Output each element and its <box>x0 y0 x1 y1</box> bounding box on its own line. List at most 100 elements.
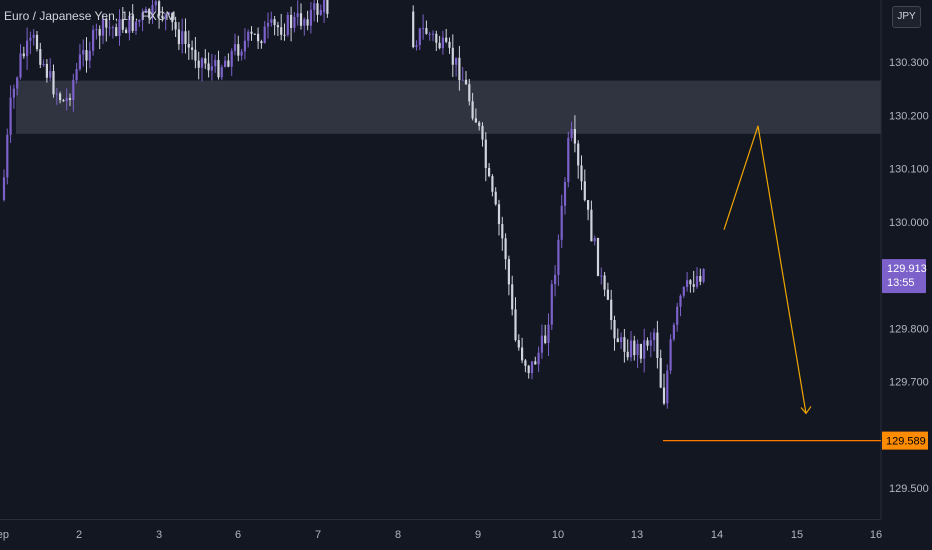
candle-body <box>494 191 497 205</box>
candle-body <box>682 287 685 296</box>
candle-body <box>72 80 75 101</box>
candle-body <box>425 28 428 34</box>
candle-body <box>42 63 45 65</box>
candle-body <box>181 31 184 45</box>
candle-body <box>583 181 586 201</box>
candle-body <box>600 275 603 277</box>
symbol-title: Euro / Japanese Yen, 1h, FXCM <box>4 9 176 23</box>
projection-group <box>723 125 812 415</box>
currency-button[interactable]: JPY <box>892 6 921 28</box>
candle-body <box>92 29 95 51</box>
candle-body <box>240 51 243 56</box>
support-price-label-bg <box>882 431 928 450</box>
candle-body <box>471 101 474 119</box>
candle-body <box>672 324 675 340</box>
candle-body <box>290 14 293 28</box>
candle-body <box>554 274 557 285</box>
axis-lines <box>0 0 882 520</box>
time-axis[interactable]: ep 2 3 6 7 8 9 10 13 14 15 16 <box>0 529 882 541</box>
candle-body <box>679 295 682 307</box>
price-tick-label: 130.000 <box>889 217 929 229</box>
candle-body <box>293 16 296 28</box>
candle-body <box>263 26 266 44</box>
candle-body <box>59 93 62 101</box>
price-tick-label: 129.500 <box>889 483 929 495</box>
candle-body <box>39 49 42 65</box>
candle-body <box>141 12 144 21</box>
candle-body <box>55 93 58 95</box>
candle-body <box>247 31 250 41</box>
candle-body <box>111 27 114 29</box>
candle-body <box>276 25 279 28</box>
candle-body <box>550 284 553 325</box>
candle-body <box>266 22 270 27</box>
candle-body <box>161 15 164 18</box>
time-tick-label: 9 <box>475 529 481 541</box>
candle-body <box>435 33 438 43</box>
projection-path[interactable] <box>723 125 807 414</box>
time-tick-label: ep <box>0 529 9 541</box>
candle-body <box>478 122 481 126</box>
candle-body <box>431 33 435 35</box>
candle-body <box>511 284 514 310</box>
candle-body <box>603 275 606 290</box>
candle-body <box>474 118 477 123</box>
time-tick-label: 13 <box>631 529 643 541</box>
candle-body <box>237 44 240 56</box>
candle-body <box>636 343 639 356</box>
candles-group <box>2 0 705 409</box>
candle-body <box>646 340 649 346</box>
current-price-value: 129.913 <box>887 263 927 275</box>
candle-body <box>144 9 147 13</box>
candle-body <box>418 28 421 46</box>
candle-body <box>154 1 157 6</box>
candle-body <box>544 335 547 343</box>
candle-body <box>224 60 227 68</box>
candle-body <box>12 88 15 98</box>
time-tick-label: 10 <box>552 529 564 541</box>
current-price-label-bg <box>882 259 926 294</box>
price-axis[interactable]: 130.300 130.200 130.100 130.000 129.800 129.7… <box>889 57 929 495</box>
candle-body <box>610 299 613 321</box>
candle-body <box>521 347 524 361</box>
candle-body <box>702 269 705 282</box>
candle-body <box>9 97 12 135</box>
candle-body <box>108 27 111 29</box>
candle-body <box>448 41 451 48</box>
candle-body <box>451 47 454 65</box>
candle-body <box>187 43 190 48</box>
time-tick-label: 15 <box>791 529 803 541</box>
candle-body <box>88 50 91 61</box>
candle-body <box>128 15 131 33</box>
candle-body <box>484 139 487 168</box>
candle-body <box>273 19 276 26</box>
candle-body <box>455 57 458 65</box>
candle-body <box>52 71 55 95</box>
candle-body <box>309 9 312 26</box>
price-tick-label: 129.700 <box>889 377 929 389</box>
candle-body <box>504 238 507 260</box>
candle-body <box>200 58 204 68</box>
candle-body <box>422 28 425 30</box>
candle-body <box>629 340 633 358</box>
candle-body <box>35 34 39 50</box>
candle-body <box>669 339 672 371</box>
candle-body <box>699 276 702 282</box>
resistance-zone[interactable] <box>16 80 881 134</box>
candle-body <box>197 60 200 68</box>
candle-body <box>306 19 309 26</box>
candle-body <box>606 289 609 300</box>
candle-body <box>148 9 151 19</box>
candle-body <box>95 29 98 31</box>
candle-body <box>633 340 636 356</box>
candle-body <box>488 167 491 177</box>
candle-body <box>656 332 659 359</box>
candle-body <box>587 200 590 210</box>
candle-body <box>313 3 316 10</box>
candle-body <box>461 79 464 81</box>
candle-body <box>676 306 679 325</box>
candle-body <box>501 224 504 239</box>
time-tick-label: 14 <box>711 529 723 541</box>
candle-body <box>653 332 656 341</box>
